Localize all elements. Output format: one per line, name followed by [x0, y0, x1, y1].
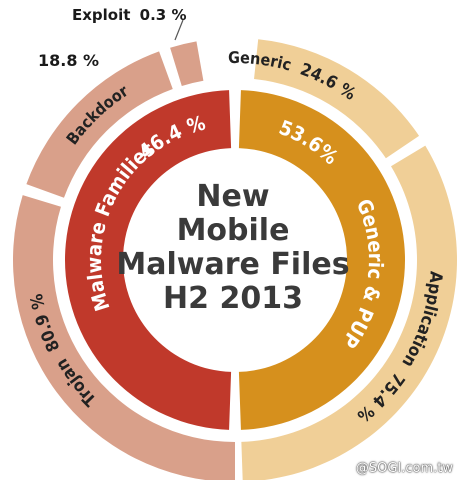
chart-title-line-3: Malware Files: [116, 247, 349, 282]
outer-segment-generic: [254, 39, 420, 159]
outer-segment-trojan: [13, 195, 235, 480]
inner-segment-generic-pup: [238, 90, 406, 430]
exploit-leader-line: [174, 19, 184, 41]
outer-segment-application: [241, 145, 457, 480]
chart-title-line-1: New: [196, 179, 269, 214]
chart-title-line-2: Mobile: [177, 213, 290, 248]
outer-segment-exploit: [170, 41, 204, 86]
backdoor-value: 18.8 %: [38, 51, 99, 70]
chart-title-line-4: H2 2013: [163, 281, 303, 316]
outer-segment-backdoor: [26, 51, 173, 198]
inner-segment-malware-families: [64, 90, 232, 430]
exploit-label: Exploit 0.3 %: [72, 6, 186, 24]
watermark: @SOGI.com.tw: [355, 461, 453, 476]
